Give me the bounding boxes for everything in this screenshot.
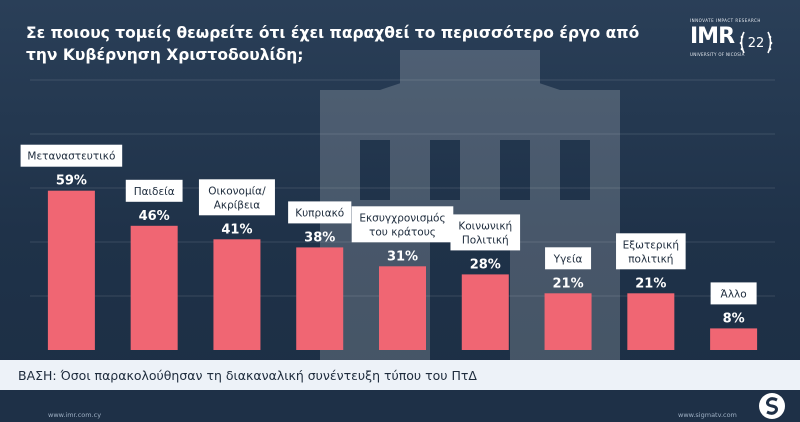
category-label: Μεταναστευτικό (27, 151, 115, 163)
category-label-box (450, 214, 521, 251)
footer: www.imr.com.cy www.sigmatv.com (0, 390, 800, 422)
bar (461, 274, 509, 350)
value-label: 38% (304, 230, 335, 245)
anniversary-laurel-icon: 22 (739, 31, 773, 54)
bar (379, 266, 426, 350)
footer-right-url: www.sigmatv.com (678, 411, 737, 419)
value-label: 46% (139, 209, 170, 224)
category-label: Παιδεία (134, 186, 175, 198)
category-label-box (198, 179, 275, 216)
value-label: 59% (56, 174, 87, 189)
category-label: Κυπριακό (295, 207, 344, 219)
sigma-logo-icon (759, 393, 785, 419)
chart-title: Σε ποιους τομείς θεωρείτε ότι έχει παραχ… (26, 24, 640, 64)
category-label: Εκσυγχρονισμός (359, 212, 445, 224)
category-label: Οικονομία/ (208, 185, 266, 197)
value-label: 31% (387, 249, 418, 264)
logo-brand: IMR (690, 24, 735, 49)
value-label: 8% (723, 311, 745, 326)
category-label: Υγεία (553, 253, 583, 265)
logo-top-text: INNOVATE IMPACT RESEARCH (690, 18, 761, 23)
category-label: του κράτους (369, 226, 436, 238)
logo-number: 22 (748, 36, 765, 51)
value-label: 28% (470, 257, 501, 272)
bar (544, 293, 592, 350)
category-label-box (125, 179, 183, 202)
logo-subtitle: UNIVERSITY OF NICOSIA (690, 52, 745, 57)
category-label-box (710, 282, 757, 305)
bar (213, 239, 261, 350)
category-label-box (616, 233, 686, 270)
bar (627, 293, 675, 350)
bar (130, 225, 178, 350)
value-label: 21% (552, 276, 583, 291)
bar (710, 328, 758, 350)
bar (47, 190, 95, 350)
category-label-box (545, 247, 592, 270)
category-label: Κοινωνική (458, 220, 512, 232)
category-label-box (20, 144, 123, 167)
category-label: Ακρίβεια (214, 199, 261, 211)
category-label: Άλλο (721, 288, 747, 300)
value-label: 41% (221, 222, 252, 237)
footer-left-url: www.imr.com.cy (48, 411, 102, 419)
category-label-box (288, 201, 352, 224)
category-label: Εξωτερική (623, 239, 679, 251)
base-note: ΒΑΣΗ: Όσοι παρακολούθησαν τη διακαναλική… (18, 368, 477, 383)
category-label-box (351, 206, 454, 243)
imr-logo: INNOVATE IMPACT RESEARCH IMR UNIVERSITY … (690, 18, 780, 62)
value-label: 21% (635, 276, 666, 291)
bar-chart: 59% Μεταναστευτικό 46% Παιδεία 41% Οικονομία/… (20, 144, 758, 350)
category-label: Πολιτική (462, 234, 509, 246)
category-label: πολιτική (628, 253, 673, 265)
base-note-bar: ΒΑΣΗ: Όσοι παρακολούθησαν τη διακαναλική… (0, 360, 800, 390)
bar (296, 247, 344, 350)
